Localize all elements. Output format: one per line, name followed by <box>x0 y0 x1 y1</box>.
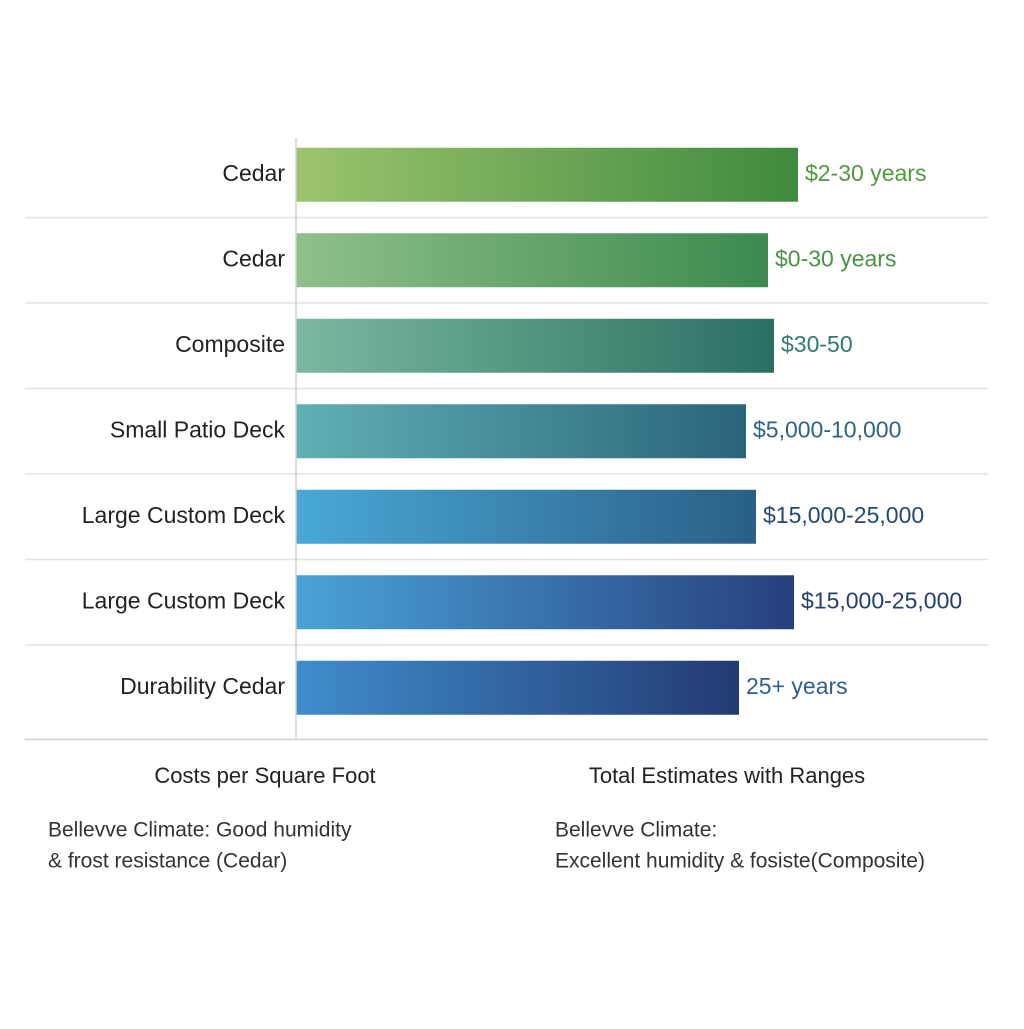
footer-note: Bellevve Climate: Good humidity <box>48 819 352 842</box>
category-label: Cedar <box>222 245 285 271</box>
range-label: $0-30 years <box>775 245 896 271</box>
footer-heading: Costs per Square Foot <box>154 763 375 788</box>
category-label: Composite <box>175 331 285 357</box>
range-label: 25+ years <box>746 673 848 699</box>
bar <box>296 404 746 459</box>
category-label: Cedar <box>222 160 285 186</box>
bar <box>296 318 774 373</box>
bar <box>296 233 768 288</box>
footer-note: Bellevve Climate: <box>555 819 717 842</box>
range-label: $2-30 years <box>805 160 926 186</box>
category-label: Large Custom Deck <box>82 587 286 613</box>
footer-heading: Total Estimates with Ranges <box>589 763 865 788</box>
category-label: Durability Cedar <box>120 673 285 699</box>
range-label: $15,000-25,000 <box>763 502 924 528</box>
bar <box>296 489 756 544</box>
range-label: $5,000-10,000 <box>753 416 901 442</box>
category-label: Small Patio Deck <box>110 416 286 442</box>
bar <box>296 575 794 630</box>
range-label: $15,000-25,000 <box>801 587 962 613</box>
category-label: Large Custom Deck <box>82 502 286 528</box>
footer-note: Excellent humidity & fosiste(Composite) <box>555 850 925 873</box>
range-label: $30-50 <box>781 331 853 357</box>
bar <box>296 660 739 715</box>
bar <box>296 147 798 202</box>
footer-note: & frost resistance (Cedar) <box>48 850 287 873</box>
